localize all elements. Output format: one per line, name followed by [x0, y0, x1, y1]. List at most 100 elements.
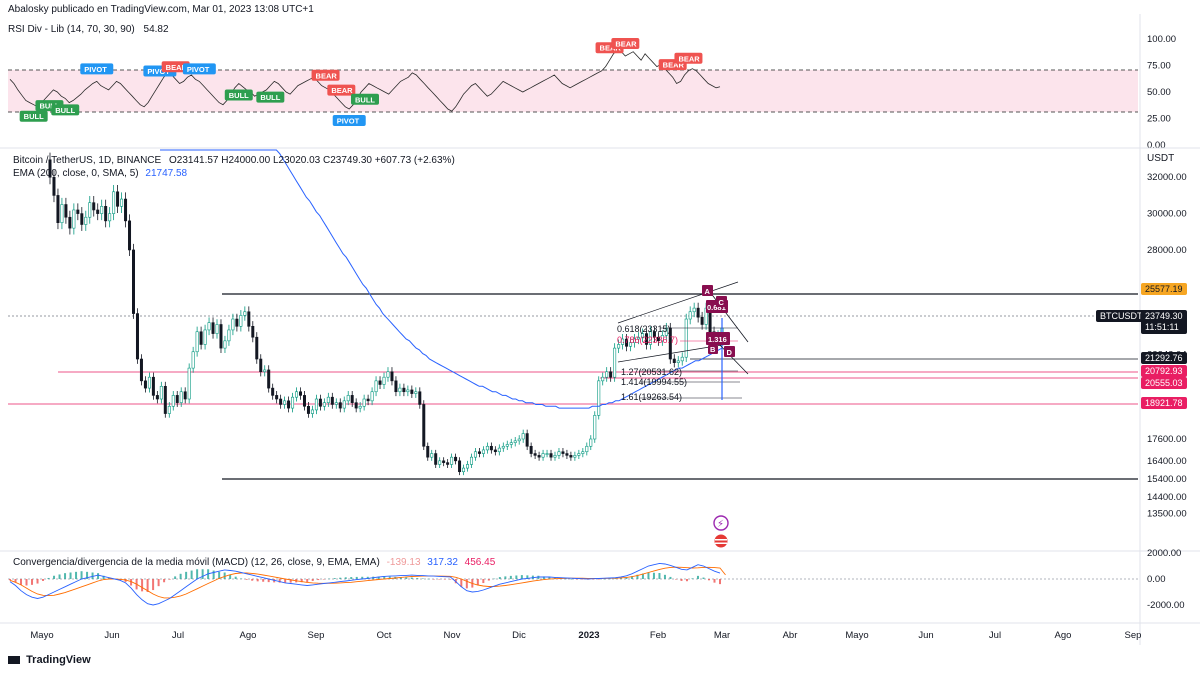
macd-hist-bar [691, 578, 694, 579]
macd-hist-bar [432, 579, 435, 580]
price-tick-label: 15400.00 [1147, 474, 1187, 485]
candle-body [573, 455, 577, 458]
candle-body [374, 380, 378, 393]
symbol-tag: BTCUSDT [1096, 310, 1147, 322]
macd-hist-bar [69, 572, 72, 579]
candle-body [163, 385, 167, 414]
macd-hist-bar [31, 579, 34, 585]
channel-upper [617, 281, 739, 324]
candle-body [235, 318, 239, 327]
candle-body [108, 213, 112, 222]
macd-hist-bar [168, 579, 171, 580]
fib-label-0618: 0.618(23315) [617, 324, 671, 334]
candle-body [458, 460, 462, 473]
candle-body [656, 336, 660, 342]
level-tag-18921: 18921.78 [1141, 397, 1187, 409]
candle-body [505, 444, 509, 447]
ohlc-values: O23141.57 H24000.00 L23020.03 C23749.30 … [168, 155, 455, 166]
candle-body [124, 198, 128, 222]
macd-hist-bar [300, 579, 303, 583]
candle-body [100, 206, 104, 214]
macd-hist-bar [240, 578, 243, 579]
candle-body [291, 396, 295, 409]
candle-body [513, 440, 517, 443]
candle-body [692, 307, 696, 313]
macd-hist-bar [614, 578, 617, 580]
macd-hist-bar [696, 575, 699, 579]
candle-body [183, 391, 187, 400]
rsi-value: 54.82 [143, 24, 169, 35]
macd-title[interactable]: Convergencia/divergencia de la media móv… [13, 557, 495, 568]
fib-label-127: 1.27(20531.62) [621, 367, 682, 377]
candle-body [537, 455, 541, 458]
price-tick-label: 28000.00 [1147, 245, 1187, 256]
candle-body [139, 358, 143, 382]
macd-hist-bar [179, 573, 182, 579]
macd-hist-bar [399, 577, 402, 579]
macd-hist-bar [498, 577, 501, 579]
macd-hist-bar [229, 574, 232, 579]
rsi-signal-label: PIVOT [187, 65, 210, 74]
candle-body [60, 204, 64, 223]
tradingview-brand[interactable]: TradingView [8, 654, 91, 666]
rsi-signal-bull [224, 89, 253, 101]
macd-hist-bar [91, 572, 94, 579]
ema-value: 21747.58 [145, 168, 188, 179]
candle-body [171, 395, 175, 407]
time-axis-label: Nov [444, 630, 461, 641]
rsi-tick-label: 25.00 [1147, 114, 1171, 125]
candles [48, 152, 724, 476]
rsi-signal-pivot [80, 63, 114, 75]
rsi-signal-bear [161, 61, 190, 73]
macd-hist-bar [130, 579, 133, 586]
macd-hist-bar [9, 579, 11, 581]
lightning-event-icon[interactable] [713, 515, 729, 531]
macd-hist-bar [377, 576, 380, 579]
macd-hist-bar [669, 576, 672, 579]
macd-title-text: Convergencia/divergencia de la media móv… [13, 557, 380, 568]
time-axis[interactable]: Mayo Jun Jul Ago Sep Oct Nov Dic 2023 Feb Mar Abr Ma… [30, 630, 1141, 641]
candle-body [629, 342, 633, 347]
candle-body [609, 371, 613, 378]
rsi-signal-label: BEAR [600, 44, 622, 53]
price-tick-label: 13500.00 [1147, 509, 1187, 520]
candle-body [489, 445, 493, 451]
us-flag-event-icon[interactable] [713, 533, 729, 549]
level-tag-20792: 20792.93 [1141, 365, 1187, 377]
candle-body [414, 391, 418, 394]
candle-body [275, 395, 279, 400]
macd-hist-bar [36, 579, 39, 584]
macd-pane: 2000.00 0.00 -2000.00 [8, 548, 1185, 611]
price-tick-label: 16400.00 [1147, 456, 1187, 467]
candle-body [318, 398, 322, 407]
candle-body [143, 380, 147, 389]
macd-hist-bar [245, 579, 248, 580]
candle-body [314, 398, 318, 411]
candle-body [617, 344, 621, 349]
candle-body [211, 322, 215, 334]
symbol-title[interactable]: Bitcoin / TetherUS, 1D, BINANCE O23141.5… [13, 155, 455, 166]
macd-hist-bar [663, 574, 666, 579]
candle-body [581, 451, 585, 454]
macd-hist-bar [141, 579, 144, 592]
candle-body [660, 335, 664, 342]
macd-hist-bar [185, 571, 188, 579]
rsi-title[interactable]: RSI Div - Lib (14, 70, 30, 90) 54.82 [8, 24, 169, 35]
time-axis-label: Ago [1055, 630, 1072, 641]
macd-hist-bar [636, 574, 639, 579]
ema-title[interactable]: EMA (200, close, 0, SMA, 5) 21747.58 [13, 168, 187, 179]
macd-hist-bar [487, 579, 490, 581]
macd-hist-bar [713, 579, 716, 583]
candle-body [147, 376, 151, 389]
macd-line [9, 562, 721, 606]
point-a-marker [702, 285, 713, 296]
macd-signal-value: 317.32 [427, 557, 458, 568]
candle-body [434, 453, 438, 465]
candle-body [267, 369, 271, 389]
candle-body [676, 360, 680, 363]
macd-hist-bar [509, 575, 512, 579]
macd-hist-bar [234, 576, 237, 579]
candle-body [191, 351, 195, 369]
